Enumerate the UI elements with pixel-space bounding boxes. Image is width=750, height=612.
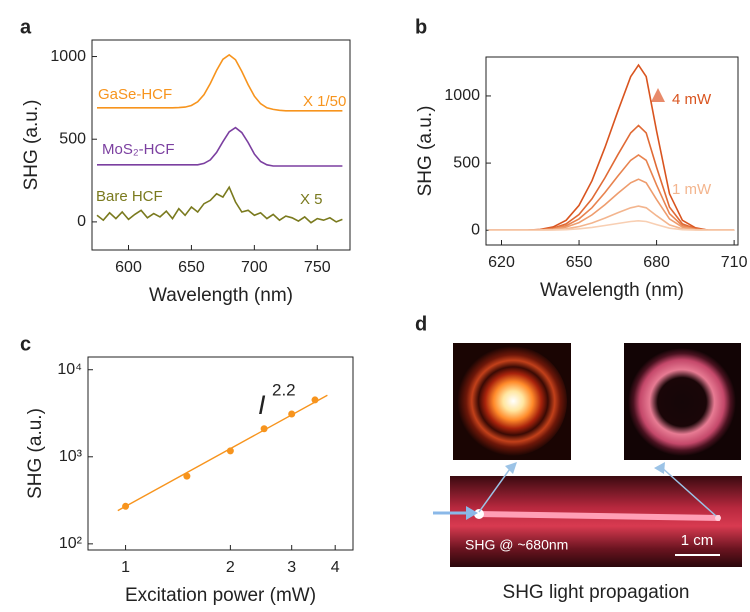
y-axis-label: SHG (a.u.) bbox=[415, 106, 436, 197]
plot-area bbox=[488, 63, 735, 231]
mode-image-input-spot bbox=[455, 346, 567, 456]
fiber-photo bbox=[450, 476, 742, 567]
annotation: 4 mW bbox=[672, 91, 712, 108]
pointer-head bbox=[505, 462, 517, 474]
fit-label-base: I bbox=[258, 390, 266, 420]
x-tick-label: 600 bbox=[115, 259, 142, 276]
x-axis-label: Wavelength (nm) bbox=[540, 280, 684, 301]
pointer-head bbox=[654, 462, 665, 474]
y-tick-label: 10³ bbox=[59, 448, 83, 465]
fiber-annotation: SHG @ ~680nm bbox=[465, 537, 568, 553]
y-tick-label: 500 bbox=[453, 154, 480, 171]
fiber-glow bbox=[476, 511, 720, 521]
scale-label: X 5 bbox=[300, 191, 323, 208]
data-point bbox=[311, 396, 319, 404]
plot-area bbox=[117, 394, 328, 512]
series-line bbox=[488, 63, 735, 231]
series-line bbox=[488, 205, 735, 231]
pointer-line bbox=[659, 465, 717, 517]
fiber-output-spot bbox=[715, 515, 721, 521]
y-tick-label: 0 bbox=[471, 221, 480, 238]
x-tick-label: 680 bbox=[643, 254, 670, 271]
data-point bbox=[122, 502, 130, 510]
x-axis-label: Excitation power (mW) bbox=[125, 585, 316, 606]
x-tick-label: 2 bbox=[226, 559, 235, 576]
plot-frame bbox=[91, 39, 351, 251]
data-point bbox=[260, 425, 268, 433]
x-axis-label: Wavelength (nm) bbox=[149, 285, 293, 306]
plot-frame bbox=[485, 56, 739, 246]
input-arrow-head bbox=[466, 506, 478, 520]
data-point bbox=[288, 410, 296, 418]
x-tick-label: 650 bbox=[178, 259, 205, 276]
x-tick-label: 620 bbox=[488, 254, 515, 271]
fiber-input-spot bbox=[474, 509, 484, 519]
y-axis-label: SHG (a.u.) bbox=[21, 100, 42, 191]
x-tick-label: 710 bbox=[721, 254, 748, 271]
y-tick-label: 1000 bbox=[50, 48, 86, 65]
panel-letter: d bbox=[415, 313, 427, 335]
data-point bbox=[183, 472, 191, 480]
scale-label: X 1/50 bbox=[303, 93, 346, 110]
fit-line bbox=[117, 394, 328, 512]
plot-area bbox=[96, 53, 343, 224]
series-label: MoS₂-HCF bbox=[102, 141, 175, 158]
mode-image-output-ring bbox=[628, 348, 736, 456]
x-tick-label: 1 bbox=[121, 559, 130, 576]
x-tick-label: 4 bbox=[331, 559, 340, 576]
y-tick-label: 10² bbox=[59, 535, 83, 552]
scale-bar-label: 1 cm bbox=[681, 532, 714, 549]
series-line bbox=[97, 126, 343, 167]
y-axis-label: SHG (a.u.) bbox=[25, 408, 46, 499]
annotation: 1 mW bbox=[672, 181, 712, 198]
data-point bbox=[226, 447, 234, 455]
series-line bbox=[488, 124, 735, 231]
panel-letter: a bbox=[20, 16, 32, 38]
series-line bbox=[97, 53, 343, 112]
panel-letter: b bbox=[415, 16, 427, 38]
x-tick-label: 3 bbox=[287, 559, 296, 576]
power-arrow-head bbox=[651, 88, 665, 102]
y-tick-label: 1000 bbox=[444, 87, 480, 104]
series-label: GaSe-HCF bbox=[98, 86, 172, 103]
plot-frame bbox=[87, 356, 354, 551]
series-label: Bare HCF bbox=[96, 188, 163, 205]
panel-caption: SHG light propagation bbox=[503, 582, 690, 603]
series-line bbox=[488, 219, 735, 231]
pointer-line bbox=[478, 465, 513, 513]
x-tick-label: 750 bbox=[304, 259, 331, 276]
x-tick-label: 700 bbox=[241, 259, 268, 276]
y-tick-label: 10⁴ bbox=[57, 361, 82, 378]
series-line bbox=[96, 185, 343, 224]
fit-label-exponent: 2.2 bbox=[272, 380, 296, 399]
x-tick-label: 650 bbox=[566, 254, 593, 271]
y-tick-label: 500 bbox=[59, 130, 86, 147]
y-tick-label: 0 bbox=[77, 213, 86, 230]
panel-letter: c bbox=[20, 333, 31, 355]
